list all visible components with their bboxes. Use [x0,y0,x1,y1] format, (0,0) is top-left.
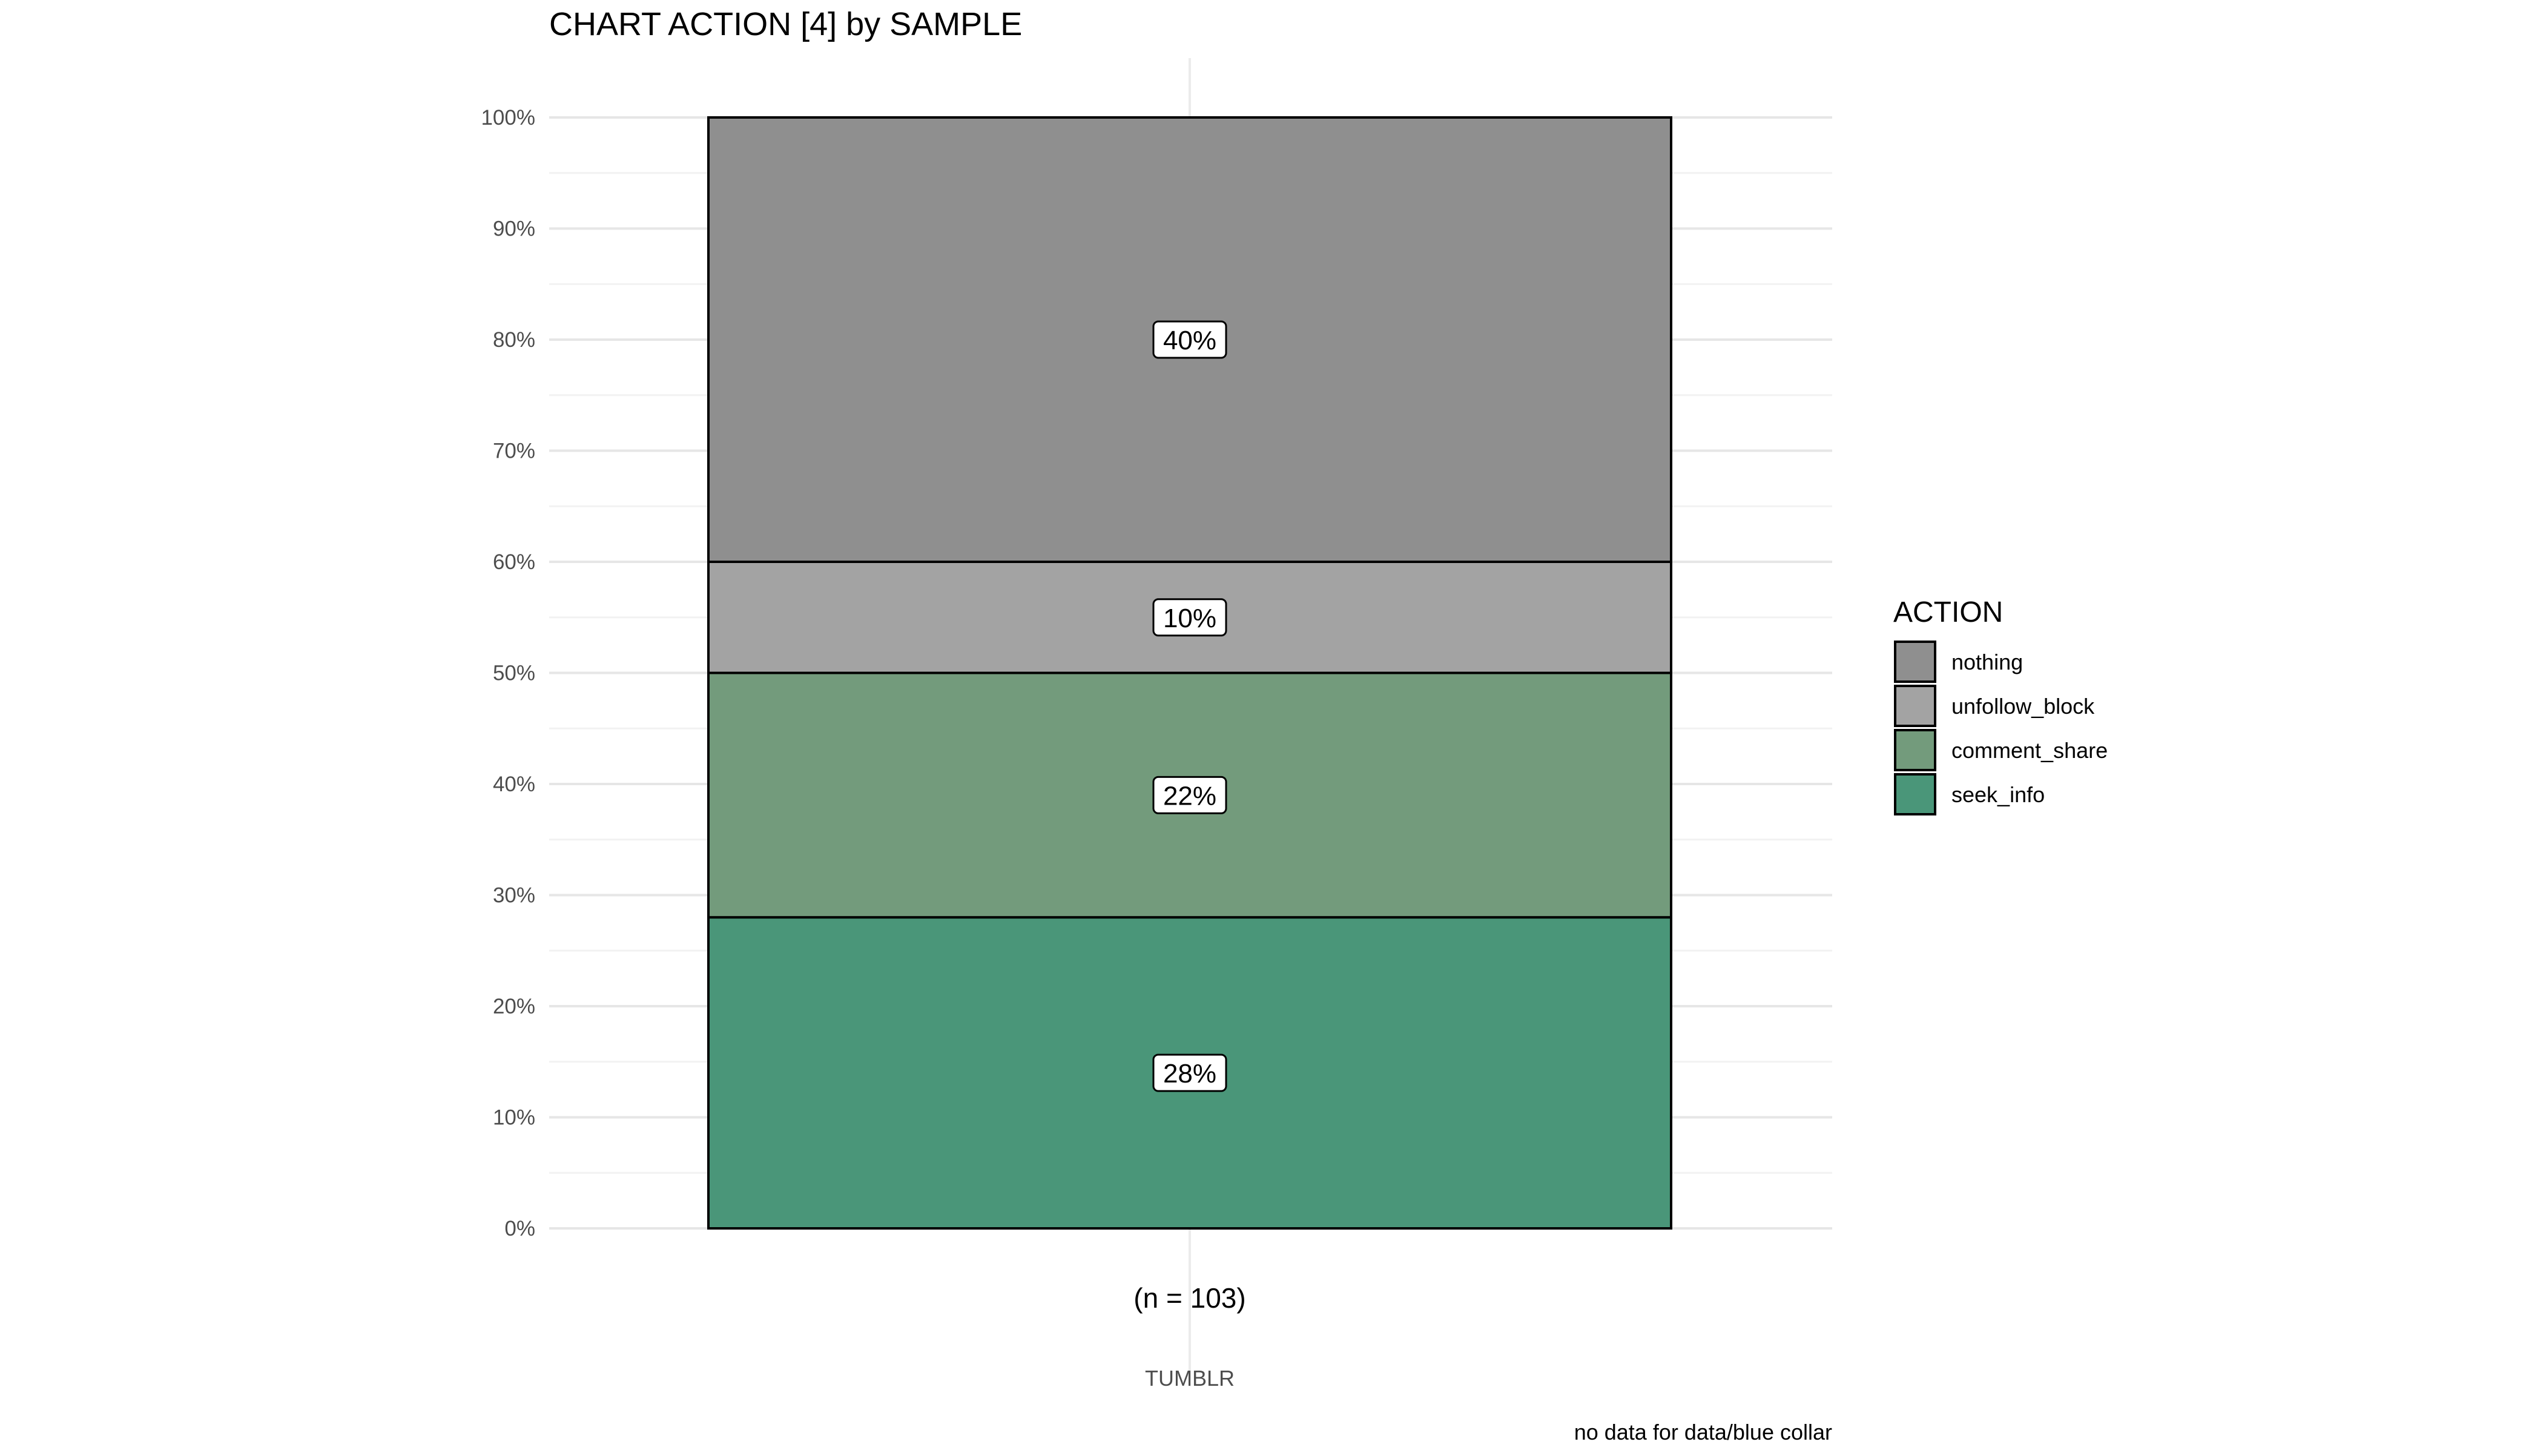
data-label-text: 22% [1163,781,1216,811]
y-tick-label: 70% [493,440,535,463]
x-tick-label: TUMBLR [1145,1366,1235,1391]
data-label-text: 10% [1163,604,1216,633]
legend-item-unfollow_block: unfollow_block [1894,685,2095,727]
data-label-unfollow_block: 10% [1152,598,1227,637]
legend-item-comment_share: comment_share [1894,729,2108,771]
data-label-box [1152,1053,1227,1092]
y-axis-ticks: 0% 10% 20% 30% 40% 50% 60% 70% 80% 90% 100% [481,106,535,1240]
legend-swatch [1894,641,1936,683]
data-label-box [1152,776,1227,814]
x-axis: (n = 103) TUMBLR [1133,1282,1245,1391]
legend-swatch [1894,729,1936,771]
legend-item-nothing: nothing [1894,641,2023,683]
data-label-nothing: 40% [1152,320,1227,359]
y-tick-label: 100% [481,106,535,130]
legend-swatch [1894,685,1936,727]
chart-title: CHART ACTION [4] by SAMPLE [549,6,1022,42]
data-label-comment_share: 22% [1152,776,1227,814]
data-label-box [1152,320,1227,359]
legend-swatch [1894,773,1936,815]
data-label-seek_info: 28% [1152,1053,1227,1092]
y-tick-label: 20% [493,995,535,1018]
y-tick-label: 30% [493,884,535,908]
data-label-text: 40% [1163,326,1216,355]
legend: ACTION nothing unfollow_block comment_share… [1893,596,2108,815]
data-labels: 28% 22% 10% 40% [1152,320,1227,1092]
legend-label: comment_share [1951,738,2108,763]
y-tick-label: 50% [493,662,535,685]
sample-size-label: (n = 103) [1133,1282,1245,1314]
y-tick-label: 60% [493,550,535,574]
data-label-text: 28% [1163,1059,1216,1089]
y-tick-label: 10% [493,1106,535,1130]
bar-segment-comment_share [707,671,1672,919]
y-tick-label: 40% [493,772,535,796]
legend-item-seek_info: seek_info [1894,773,2045,815]
data-label-box [1152,598,1227,637]
legend-label: unfollow_block [1951,694,2095,719]
caption: no data for data/blue collar [1574,1420,1832,1444]
legend-title: ACTION [1893,596,2003,628]
y-tick-label: 90% [493,217,535,241]
legend-label: nothing [1951,650,2023,674]
y-tick-label: 0% [504,1217,535,1240]
legend-label: seek_info [1951,782,2045,807]
y-tick-label: 80% [493,328,535,352]
